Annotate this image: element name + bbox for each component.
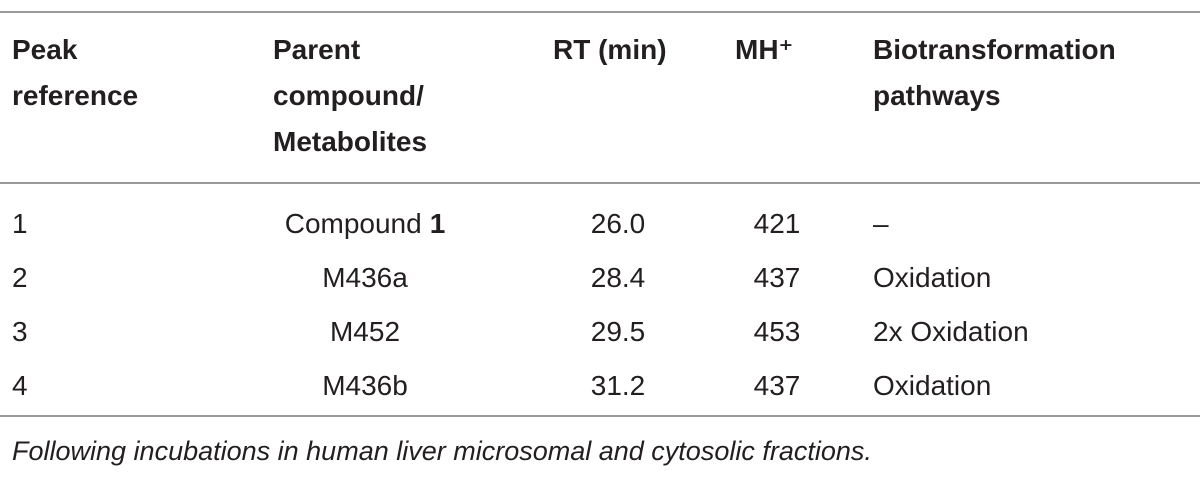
table-cell: Compound 1 <box>265 197 465 251</box>
header-cell: RT (min) <box>553 34 667 65</box>
table-cell: 2x Oxidation <box>873 316 1029 347</box>
cell-text: Compound <box>284 208 422 239</box>
table-cell: 437 <box>753 370 801 401</box>
top-rule <box>0 11 1200 13</box>
header-cell: MH⁺ <box>735 34 794 65</box>
table-cell: 453 <box>753 316 801 347</box>
table-cell: 4 <box>12 370 28 401</box>
table-cell: – <box>873 208 889 239</box>
table-cell: 31.2 <box>590 370 646 401</box>
table-cell: M436b <box>322 370 408 401</box>
table-cell: M452 <box>329 316 401 347</box>
table-cell: 1 <box>12 208 28 239</box>
cell-bold: 1 <box>429 208 446 239</box>
bottom-rule <box>0 415 1200 417</box>
table-cell: Oxidation <box>873 262 992 293</box>
table-cell: Oxidation <box>873 370 992 401</box>
header-cell: Biotransformation pathways <box>873 34 1116 111</box>
table-cell: 421 <box>753 208 801 239</box>
table-cell: 2 <box>12 262 28 293</box>
table-cell: 28.4 <box>590 262 646 293</box>
table-cell: 26.0 <box>590 208 646 239</box>
header-cell: Peak reference <box>12 34 139 111</box>
footnote: Following incubations in human liver mic… <box>12 436 872 466</box>
header-rule <box>0 182 1200 184</box>
table-cell: 437 <box>753 262 801 293</box>
table-cell: 3 <box>12 316 28 347</box>
header-cell: Parent compound/ Metabolites <box>273 34 428 157</box>
table-cell: 29.5 <box>590 316 646 347</box>
table-cell: M436a <box>322 262 408 293</box>
